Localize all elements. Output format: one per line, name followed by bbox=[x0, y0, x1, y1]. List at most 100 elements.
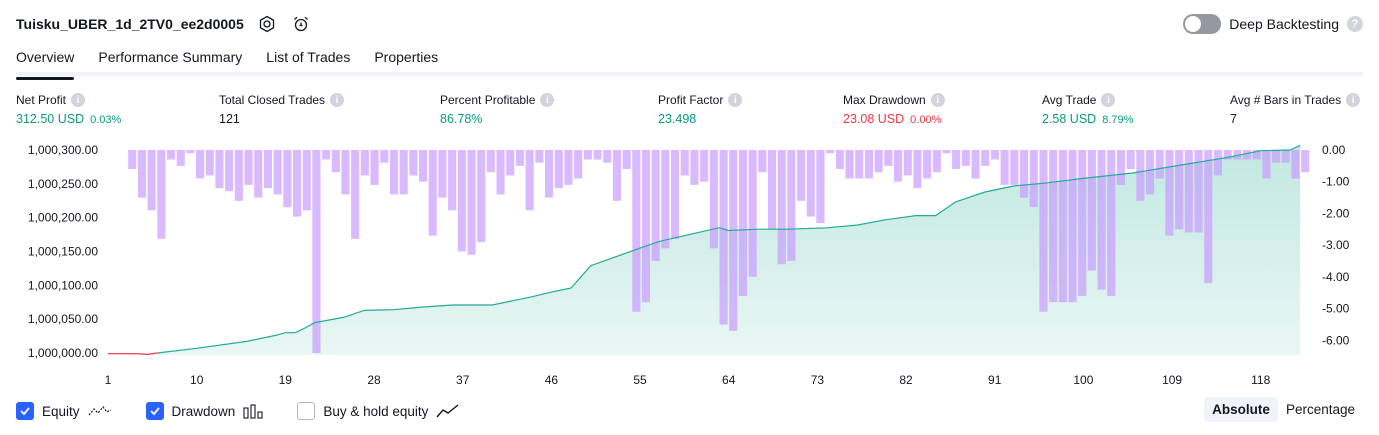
metric-label: Max Drawdown bbox=[843, 93, 926, 107]
equity-drawdown-chart[interactable]: 1,000,300.00 1,000,250.00 1,000,200.00 1,00… bbox=[0, 140, 1379, 390]
drawdown-checkbox[interactable] bbox=[145, 402, 164, 420]
absolute-button[interactable]: Absolute bbox=[1204, 397, 1278, 422]
drawdown-bar bbox=[1107, 150, 1116, 296]
drawdown-bar bbox=[1165, 150, 1174, 236]
drawdown-bar bbox=[1233, 150, 1242, 160]
legend-drawdown[interactable]: Drawdown bbox=[145, 402, 264, 420]
equity-checkbox[interactable] bbox=[16, 402, 34, 420]
tab-properties[interactable]: Properties bbox=[374, 49, 439, 65]
drawdown-bar bbox=[157, 150, 166, 239]
y-right-tick-label: -6.00 bbox=[1322, 333, 1350, 347]
strategy-title: Tuisku_UBER_1d_2TV0_ee2d0005 bbox=[16, 16, 244, 32]
drawdown-bars-icon bbox=[243, 403, 263, 419]
y-left-tick-label: 1,000,250.00 bbox=[28, 177, 98, 191]
drawdown-bar bbox=[758, 150, 767, 173]
drawdown-bar bbox=[273, 150, 282, 195]
drawdown-bar bbox=[1049, 150, 1058, 303]
drawdown-bar bbox=[864, 150, 873, 179]
drawdown-bar bbox=[932, 150, 941, 173]
info-icon[interactable]: i bbox=[330, 93, 345, 107]
drawdown-bar bbox=[1097, 150, 1106, 290]
chart-legend: Equity Drawdown Buy & hold equity bbox=[16, 400, 494, 422]
equity-area bbox=[108, 145, 1301, 355]
metric-profit-factor: Profit Factor i 23.498 bbox=[658, 93, 743, 126]
info-icon[interactable]: i bbox=[728, 93, 743, 107]
drawdown-bar bbox=[1146, 150, 1155, 195]
x-tick-label: 109 bbox=[1162, 373, 1182, 387]
drawdown-bar bbox=[1252, 150, 1261, 160]
drawdown-bar bbox=[1039, 150, 1048, 312]
x-tick-label: 82 bbox=[899, 373, 913, 387]
tab-performance-summary[interactable]: Performance Summary bbox=[98, 49, 243, 65]
drawdown-bar bbox=[428, 150, 437, 236]
drawdown-bar bbox=[651, 150, 660, 261]
drawdown-bar bbox=[738, 150, 747, 296]
tab-list-of-trades[interactable]: List of Trades bbox=[266, 49, 351, 65]
drawdown-bar bbox=[816, 150, 825, 223]
metric-total-closed-trades: Total Closed Trades i 121 bbox=[219, 93, 345, 126]
drawdown-bar bbox=[128, 150, 137, 169]
drawdown-bar bbox=[719, 150, 728, 325]
drawdown-bar bbox=[748, 150, 757, 277]
metric-net-profit: Net Profit i 312.50 USD 0.03% bbox=[16, 93, 121, 126]
drawdown-bar bbox=[137, 150, 146, 198]
drawdown-bar bbox=[835, 150, 844, 169]
drawdown-bar bbox=[593, 150, 602, 160]
metric-label: Avg Trade bbox=[1042, 93, 1097, 107]
drawdown-bar bbox=[661, 150, 670, 249]
info-icon[interactable]: i bbox=[1101, 93, 1116, 107]
x-tick-label: 100 bbox=[1073, 373, 1093, 387]
info-icon[interactable]: i bbox=[540, 93, 555, 107]
metric-avg-trade: Avg Trade i 2.58 USD 8.79% bbox=[1042, 93, 1133, 126]
legend-buy-hold[interactable]: Buy & hold equity bbox=[297, 402, 460, 420]
drawdown-bar bbox=[622, 150, 631, 169]
drawdown-bar bbox=[167, 150, 176, 160]
metric-value: 7 bbox=[1230, 112, 1237, 126]
drawdown-bar bbox=[797, 150, 806, 201]
buy-hold-line-icon bbox=[436, 403, 460, 419]
percentage-button[interactable]: Percentage bbox=[1285, 402, 1355, 417]
help-icon[interactable]: ? bbox=[1347, 16, 1363, 32]
buy-hold-checkbox[interactable] bbox=[297, 402, 316, 420]
drawdown-bar bbox=[680, 150, 689, 176]
drawdown-bar bbox=[1010, 150, 1019, 185]
info-icon[interactable]: i bbox=[1346, 93, 1361, 107]
drawdown-bar bbox=[1242, 150, 1251, 160]
legend-equity[interactable]: Equity bbox=[16, 402, 112, 420]
drawdown-bar bbox=[554, 150, 563, 189]
drawdown-bar bbox=[1155, 150, 1164, 179]
metric-value: 121 bbox=[219, 112, 240, 126]
settings-icon[interactable] bbox=[256, 13, 278, 35]
alarm-clock-icon[interactable] bbox=[290, 13, 312, 35]
drawdown-bar bbox=[1213, 150, 1222, 176]
drawdown-bar bbox=[1078, 150, 1087, 296]
drawdown-bar bbox=[496, 150, 505, 195]
info-icon[interactable]: i bbox=[71, 93, 86, 107]
y-left-tick-label: 1,000,300.00 bbox=[28, 143, 98, 157]
drawdown-bar bbox=[225, 150, 234, 192]
x-tick-label: 19 bbox=[279, 373, 293, 387]
drawdown-bar bbox=[671, 150, 680, 239]
metric-percent: 8.79% bbox=[1102, 114, 1134, 126]
drawdown-bar bbox=[612, 150, 621, 201]
drawdown-bar bbox=[632, 150, 641, 312]
drawdown-bar bbox=[448, 150, 457, 211]
drawdown-bar bbox=[215, 150, 224, 189]
drawdown-bar bbox=[525, 150, 534, 211]
info-icon[interactable]: i bbox=[930, 93, 945, 107]
drawdown-bar bbox=[486, 150, 495, 173]
deep-backtesting-toggle[interactable] bbox=[1183, 14, 1222, 34]
drawdown-bar bbox=[913, 150, 922, 189]
x-tick-label: 55 bbox=[633, 373, 647, 387]
drawdown-bar bbox=[1223, 150, 1232, 160]
drawdown-bar bbox=[1068, 150, 1077, 303]
x-tick-label: 91 bbox=[988, 373, 1002, 387]
metrics-row: Net Profit i 312.50 USD 0.03% Total Closed… bbox=[0, 93, 1379, 133]
drawdown-bar bbox=[322, 150, 331, 160]
drawdown-bar bbox=[331, 150, 340, 173]
drawdown-bar bbox=[787, 150, 796, 261]
deep-backtesting-label: Deep Backtesting bbox=[1229, 16, 1339, 32]
equity-line-icon bbox=[88, 403, 112, 419]
drawdown-bar bbox=[1087, 150, 1096, 271]
tab-overview[interactable]: Overview bbox=[16, 45, 75, 80]
